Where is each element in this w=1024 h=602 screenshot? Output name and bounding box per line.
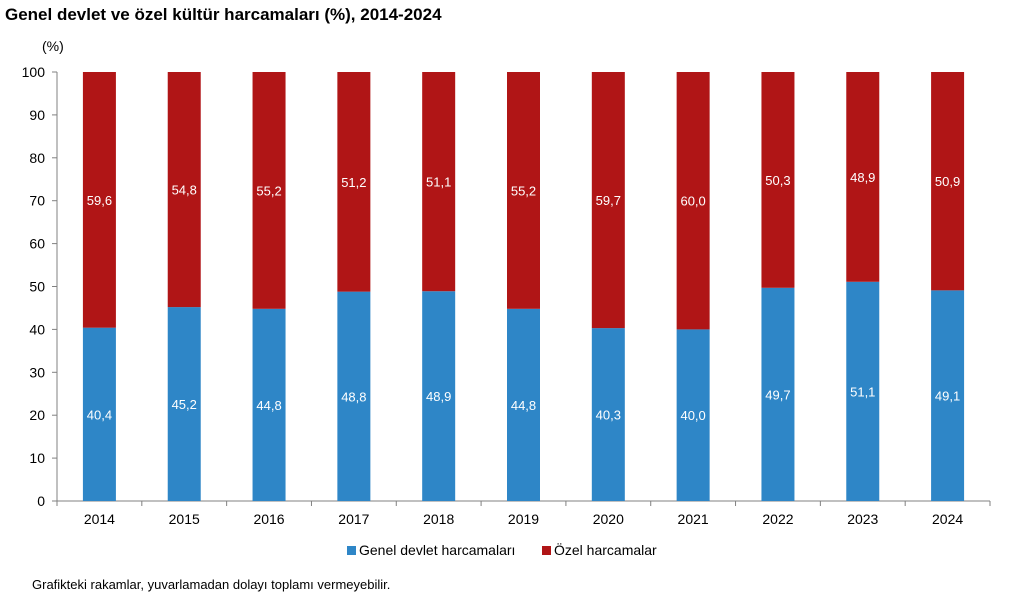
data-label-ozel-2017: 51,2 bbox=[341, 175, 366, 190]
data-label-ozel-2021: 60,0 bbox=[680, 194, 705, 209]
x-tick-label: 2024 bbox=[932, 511, 963, 527]
y-tick-label: 50 bbox=[29, 279, 45, 295]
x-tick-label: 2022 bbox=[762, 511, 793, 527]
bar-genel-2020 bbox=[591, 328, 625, 501]
y-tick-label: 0 bbox=[37, 493, 45, 509]
bar-ozel-2021 bbox=[676, 72, 710, 330]
y-tick-label: 30 bbox=[29, 364, 45, 380]
x-tick-label: 2015 bbox=[169, 511, 200, 527]
bar-ozel-2024 bbox=[931, 72, 965, 291]
y-tick-label: 80 bbox=[29, 150, 45, 166]
data-label-ozel-2018: 51,1 bbox=[426, 175, 451, 190]
bar-genel-2014 bbox=[82, 327, 116, 501]
y-tick-label: 20 bbox=[29, 407, 45, 423]
data-label-genel-2017: 48,8 bbox=[341, 389, 366, 404]
data-label-ozel-2019: 55,2 bbox=[511, 183, 536, 198]
bar-genel-2018 bbox=[422, 291, 456, 501]
data-label-genel-2015: 45,2 bbox=[172, 397, 197, 412]
data-label-genel-2018: 48,9 bbox=[426, 389, 451, 404]
y-tick-label: 10 bbox=[29, 450, 45, 466]
legend-label-genel: Genel devlet harcamaları bbox=[359, 542, 515, 558]
data-label-genel-2020: 40,3 bbox=[596, 408, 621, 423]
x-tick-label: 2020 bbox=[593, 511, 624, 527]
bar-ozel-2019 bbox=[507, 72, 540, 309]
data-label-genel-2014: 40,4 bbox=[87, 407, 112, 422]
x-tick-label: 2018 bbox=[423, 511, 454, 527]
y-tick-label: 40 bbox=[29, 321, 45, 337]
data-label-genel-2019: 44,8 bbox=[511, 398, 536, 413]
bar-ozel-2020 bbox=[591, 72, 625, 329]
chart-title: Genel devlet ve özel kültür harcamaları … bbox=[5, 5, 442, 24]
data-label-genel-2024: 49,1 bbox=[935, 389, 960, 404]
data-label-ozel-2023: 48,9 bbox=[850, 170, 875, 185]
data-label-ozel-2024: 50,9 bbox=[935, 174, 960, 189]
data-label-genel-2023: 51,1 bbox=[850, 384, 875, 399]
bar-genel-2019 bbox=[507, 308, 540, 501]
bar-genel-2017 bbox=[337, 291, 371, 501]
bar-ozel-2016 bbox=[252, 72, 286, 309]
bar-ozel-2015 bbox=[167, 72, 201, 308]
bar-ozel-2017 bbox=[337, 72, 371, 292]
bar-ozel-2018 bbox=[422, 72, 456, 292]
x-tick-label: 2016 bbox=[253, 511, 284, 527]
legend-swatch-genel bbox=[347, 546, 356, 555]
y-unit-label: (%) bbox=[42, 38, 64, 54]
data-label-ozel-2016: 55,2 bbox=[256, 183, 281, 198]
y-tick-label: 70 bbox=[29, 193, 45, 209]
legend-swatch-ozel bbox=[542, 546, 551, 555]
x-tick-label: 2017 bbox=[338, 511, 369, 527]
legend-label-ozel: Özel harcamalar bbox=[554, 541, 657, 558]
x-tick-label: 2023 bbox=[847, 511, 878, 527]
y-tick-label: 60 bbox=[29, 236, 45, 252]
x-tick-label: 2019 bbox=[508, 511, 539, 527]
x-tick-label: 2014 bbox=[84, 511, 115, 527]
bar-ozel-2022 bbox=[761, 72, 795, 288]
data-label-ozel-2015: 54,8 bbox=[172, 183, 197, 198]
data-label-genel-2022: 49,7 bbox=[765, 387, 790, 402]
data-label-genel-2016: 44,8 bbox=[256, 398, 281, 413]
data-label-genel-2021: 40,0 bbox=[680, 408, 705, 423]
footnote: Grafikteki rakamlar, yuvarlamadan dolayı… bbox=[32, 577, 391, 592]
bar-genel-2022 bbox=[761, 287, 795, 501]
bar-ozel-2023 bbox=[846, 72, 880, 282]
bar-genel-2016 bbox=[252, 308, 286, 501]
y-tick-label: 100 bbox=[22, 64, 46, 80]
x-tick-label: 2021 bbox=[678, 511, 709, 527]
bar-genel-2024 bbox=[931, 290, 965, 501]
data-label-ozel-2020: 59,7 bbox=[596, 193, 621, 208]
y-tick-label: 90 bbox=[29, 107, 45, 123]
bar-genel-2021 bbox=[676, 329, 710, 501]
bar-genel-2023 bbox=[846, 281, 880, 501]
bar-genel-2015 bbox=[167, 307, 201, 501]
bar-ozel-2014 bbox=[82, 72, 116, 328]
data-label-ozel-2022: 50,3 bbox=[765, 173, 790, 188]
data-label-ozel-2014: 59,6 bbox=[87, 193, 112, 208]
